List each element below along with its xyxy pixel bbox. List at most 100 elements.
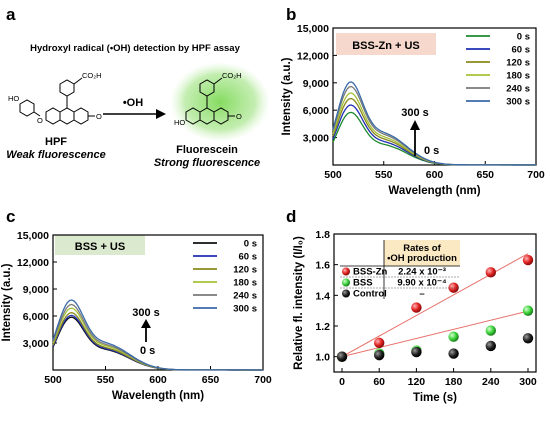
x-tick-label: 120	[408, 376, 426, 388]
hpf-ho-label: HO	[8, 94, 19, 103]
table-row-rate: –	[419, 289, 424, 300]
panel-d-plot: 1.0 1.2 1.4 1.6 1.8 0 60 120 180 240 300 Time (s) Re…	[293, 229, 537, 404]
x-tick-label: 600	[149, 374, 167, 386]
panel-d-rate-table: Rates of•OH production BSS-Zn 2.24 x 10⁻³ B…	[340, 240, 460, 300]
hpf-subtitle: Weak fluorescence	[6, 149, 105, 161]
legend-label: 180 s	[506, 71, 530, 82]
legend-label: 60 s	[239, 252, 258, 263]
panel-d: d 1.0 1.2 1.4 1.6 1.8 0 60 120 180 240 300 Time (s)…	[286, 207, 537, 404]
legend-label: 0 s	[244, 239, 257, 250]
legend-label: 60 s	[512, 45, 531, 56]
panel-c-inset-bg	[55, 235, 145, 255]
fit-line-bss-zn	[341, 253, 529, 358]
x-tick-label: 0	[339, 376, 345, 388]
panel-c-annotation-bottom: 0 s	[140, 345, 155, 357]
fit-line-bss	[341, 310, 529, 358]
fluorescein-name: Fluorescein	[176, 144, 238, 156]
x-tick-label: 650	[202, 374, 220, 386]
data-point-control	[485, 340, 496, 352]
table-row-name: BSS	[353, 278, 373, 289]
x-axis-title: Time (s)	[413, 392, 457, 404]
x-tick-label: 240	[482, 376, 500, 388]
table-marker	[342, 278, 350, 287]
panel-b-annotation-bottom: 0 s	[424, 145, 439, 157]
hpf-molecule	[19, 77, 95, 125]
panel-c-annotation-top: 300 s	[132, 307, 160, 319]
table-header-line2: •OH production	[387, 253, 457, 264]
table-marker	[342, 289, 350, 298]
series-line-300s	[332, 81, 536, 166]
y-tick-label: 15,000	[297, 23, 329, 35]
legend-label: 300 s	[233, 304, 257, 315]
fluorescein-subtitle: Strong fluorescence	[154, 157, 260, 169]
x-tick-label: 550	[375, 169, 393, 181]
x-tick-label: 300	[519, 376, 537, 388]
hpf-ether-o-label: O	[37, 116, 43, 125]
reaction-arrow-head	[156, 109, 166, 119]
data-point-bss-zn	[522, 254, 534, 266]
panel-b-inset-title: BSS-Zn + US	[352, 40, 420, 52]
data-point-bss	[448, 331, 459, 342]
x-tick-label: 700	[527, 169, 545, 181]
x-tick-label: 600	[426, 169, 444, 181]
panel-c-label: c	[6, 207, 15, 226]
data-point-control	[522, 333, 534, 344]
fluorescein-glow	[170, 62, 270, 142]
fluorescein-co2h-label: CO₂H	[222, 71, 242, 80]
y-axis-title: Intensity (a.u.)	[1, 263, 13, 341]
data-point-bss-zn	[448, 282, 459, 293]
y-tick-label: 1.2	[315, 321, 330, 333]
fluorescein-ho-label: HO	[174, 118, 185, 127]
legend-label: 300 s	[506, 97, 530, 108]
x-tick-label: 500	[324, 169, 342, 181]
data-point-control	[374, 349, 385, 361]
x-tick-label: 550	[97, 374, 115, 386]
table-row-name: Control	[353, 289, 387, 300]
table-marker	[342, 267, 350, 276]
data-point-control	[411, 346, 422, 358]
plot-frame	[333, 233, 537, 373]
panel-b-trend-arrow-head	[410, 120, 420, 130]
hpf-keto-o-label: O	[96, 112, 102, 121]
y-axis-title: Relative fl. intensity (I/I₀)	[293, 236, 305, 370]
table-row-rate: 9.90 x 10⁻⁴	[397, 278, 447, 289]
panel-b-annotation-top: 300 s	[401, 107, 429, 119]
y-tick-label: 6,000	[23, 311, 49, 323]
series-line-300s	[52, 299, 263, 371]
hpf-co2h-label: CO₂H	[82, 71, 102, 80]
panel-c-plot: 3,000 6,000 9,000 12,000 15,000 500 550 600 650 7…	[1, 230, 272, 402]
reaction-label: •OH	[123, 97, 143, 109]
panel-c-trend-arrow-head	[141, 319, 151, 328]
y-tick-label: 12,000	[297, 50, 329, 62]
data-point-bss-zn	[411, 302, 422, 313]
y-tick-label: 1.8	[315, 229, 330, 241]
data-point-bss-zn	[485, 267, 496, 278]
x-axis-title: Wavelength (nm)	[388, 185, 480, 197]
y-tick-label: 9,000	[303, 78, 329, 90]
panel-a-label: a	[6, 5, 16, 24]
y-tick-label: 1.4	[315, 290, 330, 302]
y-axis-title: Intensity (a.u.)	[281, 57, 293, 135]
y-tick-label: 9,000	[23, 284, 49, 296]
data-point-bss	[485, 325, 496, 336]
table-row-name: BSS-Zn	[353, 267, 388, 278]
x-tick-label: 500	[44, 374, 62, 386]
legend-label: 240 s	[233, 291, 257, 302]
y-tick-label: 3,000	[23, 338, 49, 350]
panel-b-label: b	[286, 5, 296, 24]
x-tick-label: 60	[373, 376, 385, 388]
y-tick-label: 1.6	[315, 260, 330, 272]
panel-b: b BSS-Zn + US 3,000 6,000 9,000 12,000 15,00…	[281, 5, 545, 197]
fluorescein-molecule	[185, 77, 235, 125]
hpf-name: HPF	[45, 136, 67, 148]
y-tick-label: 3,000	[303, 133, 329, 145]
data-point-control	[336, 351, 348, 362]
plot-frame	[52, 234, 264, 371]
panel-c-inset-title: BSS + US	[75, 241, 125, 253]
table-header-bg	[384, 240, 460, 266]
legend-label: 0 s	[517, 32, 530, 43]
fluorescein-keto-o-label: O	[236, 112, 242, 121]
x-tick-label: 700	[254, 374, 272, 386]
legend-label: 180 s	[233, 278, 257, 289]
data-point-control	[448, 348, 459, 359]
